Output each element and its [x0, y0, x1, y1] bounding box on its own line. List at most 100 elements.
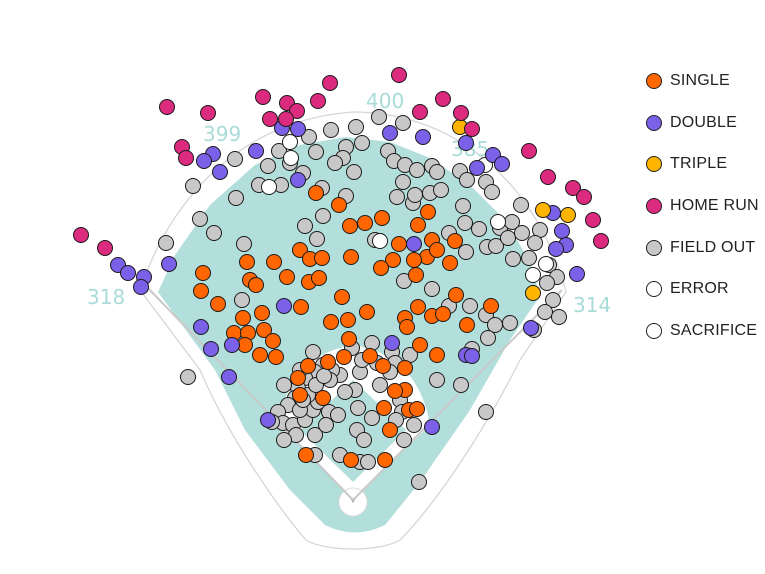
point-single: [340, 312, 356, 328]
legend-label: FIELD OUT: [670, 238, 756, 256]
point-error: [538, 256, 554, 272]
point-single: [252, 347, 268, 363]
point-field-out: [330, 407, 346, 423]
legend-item-home-run: HOME RUN: [646, 185, 759, 227]
point-field-out: [478, 404, 494, 420]
triple-dot-icon: [646, 156, 662, 173]
point-field-out: [364, 335, 380, 351]
point-double: [424, 419, 440, 435]
point-field-out: [551, 309, 567, 325]
point-field-out: [348, 119, 364, 135]
point-error: [283, 150, 299, 166]
point-single: [308, 185, 324, 201]
point-double: [196, 153, 212, 169]
point-field-out: [360, 454, 376, 470]
point-field-out: [364, 410, 380, 426]
point-single: [357, 215, 373, 231]
point-field-out: [371, 109, 387, 125]
point-field-out: [455, 198, 471, 214]
point-field-out: [185, 178, 201, 194]
point-double: [290, 121, 306, 137]
legend: SINGLE DOUBLE TRIPLE HOME RUN FIELD OUT …: [646, 60, 759, 352]
point-field-out: [297, 218, 313, 234]
batted-ball-points: [73, 67, 609, 490]
point-field-out: [158, 235, 174, 251]
point-field-out: [459, 172, 475, 188]
point-field-out: [350, 400, 366, 416]
point-single: [397, 360, 413, 376]
point-double: [276, 298, 292, 314]
point-home-run: [521, 143, 537, 159]
point-single: [265, 333, 281, 349]
point-field-out: [429, 372, 445, 388]
distance-label-lf: 318: [87, 285, 125, 309]
point-double: [382, 125, 398, 141]
point-home-run: [453, 105, 469, 121]
point-single: [193, 283, 209, 299]
point-single: [279, 269, 295, 285]
point-double: [415, 129, 431, 145]
point-field-out: [429, 164, 445, 180]
point-single: [435, 306, 451, 322]
point-field-out: [327, 155, 343, 171]
legend-label: ERROR: [670, 280, 729, 298]
home-run-dot-icon: [646, 197, 662, 214]
point-single: [290, 370, 306, 386]
point-single: [341, 331, 357, 347]
point-single: [374, 210, 390, 226]
point-single: [459, 317, 475, 333]
point-home-run: [565, 180, 581, 196]
point-single: [391, 236, 407, 252]
point-home-run: [585, 212, 601, 228]
point-single: [399, 319, 415, 335]
point-single: [410, 299, 426, 315]
point-double: [548, 241, 564, 257]
point-field-out: [301, 129, 317, 145]
point-field-out: [480, 330, 496, 346]
point-field-out: [315, 208, 331, 224]
point-double: [469, 160, 485, 176]
point-home-run: [593, 233, 609, 249]
point-single: [300, 358, 316, 374]
legend-item-single: SINGLE: [646, 60, 759, 102]
point-home-run: [322, 75, 338, 91]
point-home-run: [73, 227, 89, 243]
point-single: [336, 349, 352, 365]
point-field-out: [305, 344, 321, 360]
point-field-out: [309, 231, 325, 247]
point-single: [382, 422, 398, 438]
point-field-out: [236, 236, 252, 252]
point-single: [254, 305, 270, 321]
point-field-out: [192, 211, 208, 227]
point-field-out: [354, 135, 370, 151]
point-field-out: [513, 197, 529, 213]
point-double: [203, 341, 219, 357]
point-single: [359, 304, 375, 320]
left-foul-line: [144, 284, 354, 501]
point-home-run: [200, 105, 216, 121]
point-single: [406, 252, 422, 268]
distance-label-rf: 314: [573, 293, 611, 317]
point-field-out: [389, 189, 405, 205]
point-field-out: [488, 238, 504, 254]
point-single: [409, 401, 425, 417]
point-single: [447, 233, 463, 249]
legend-label: SACRIFICE: [670, 321, 758, 339]
point-single: [248, 277, 264, 293]
point-double: [212, 164, 228, 180]
point-field-out: [406, 417, 422, 433]
point-single: [362, 348, 378, 364]
point-single: [420, 204, 436, 220]
point-field-out: [180, 369, 196, 385]
point-field-out: [424, 281, 440, 297]
point-single: [429, 242, 445, 258]
point-double: [161, 256, 177, 272]
point-field-out: [537, 304, 553, 320]
field-out-dot-icon: [646, 239, 662, 256]
point-single: [376, 400, 392, 416]
point-field-out: [260, 158, 276, 174]
point-single: [292, 242, 308, 258]
point-home-run: [391, 67, 407, 83]
point-field-out: [396, 432, 412, 448]
legend-item-triple: TRIPLE: [646, 143, 759, 185]
